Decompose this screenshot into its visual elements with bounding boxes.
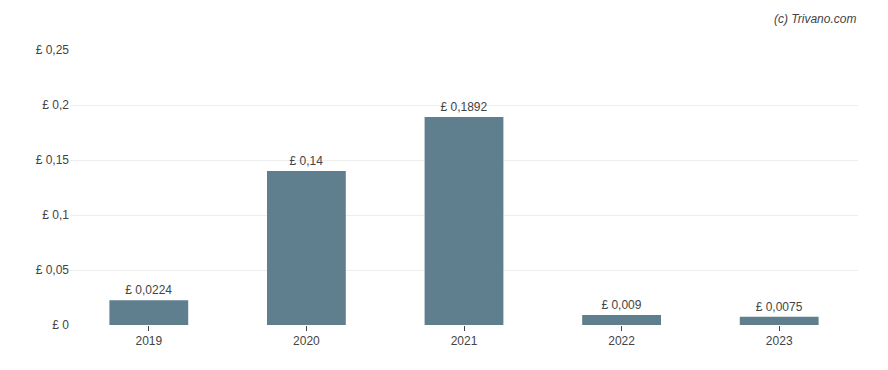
svg-text:£ 0,2: £ 0,2 (42, 98, 69, 112)
svg-text:£ 0,25: £ 0,25 (36, 43, 70, 57)
svg-text:£ 0,0224: £ 0,0224 (125, 283, 172, 297)
svg-text:£ 0,1892: £ 0,1892 (440, 100, 487, 114)
svg-text:£ 0,0075: £ 0,0075 (756, 300, 803, 314)
svg-text:2021: 2021 (451, 334, 478, 348)
svg-text:£ 0,05: £ 0,05 (36, 263, 70, 277)
svg-text:2023: 2023 (766, 334, 793, 348)
svg-text:2019: 2019 (135, 334, 162, 348)
svg-text:£ 0,009: £ 0,009 (601, 298, 641, 312)
svg-text:£ 0,14: £ 0,14 (290, 154, 324, 168)
svg-text:£ 0: £ 0 (52, 318, 69, 332)
svg-text:2022: 2022 (608, 334, 635, 348)
svg-text:(c) Trivano.com: (c) Trivano.com (774, 12, 856, 26)
svg-text:£ 0,15: £ 0,15 (36, 153, 70, 167)
svg-text:£ 0,1: £ 0,1 (42, 208, 69, 222)
svg-text:2020: 2020 (293, 334, 320, 348)
